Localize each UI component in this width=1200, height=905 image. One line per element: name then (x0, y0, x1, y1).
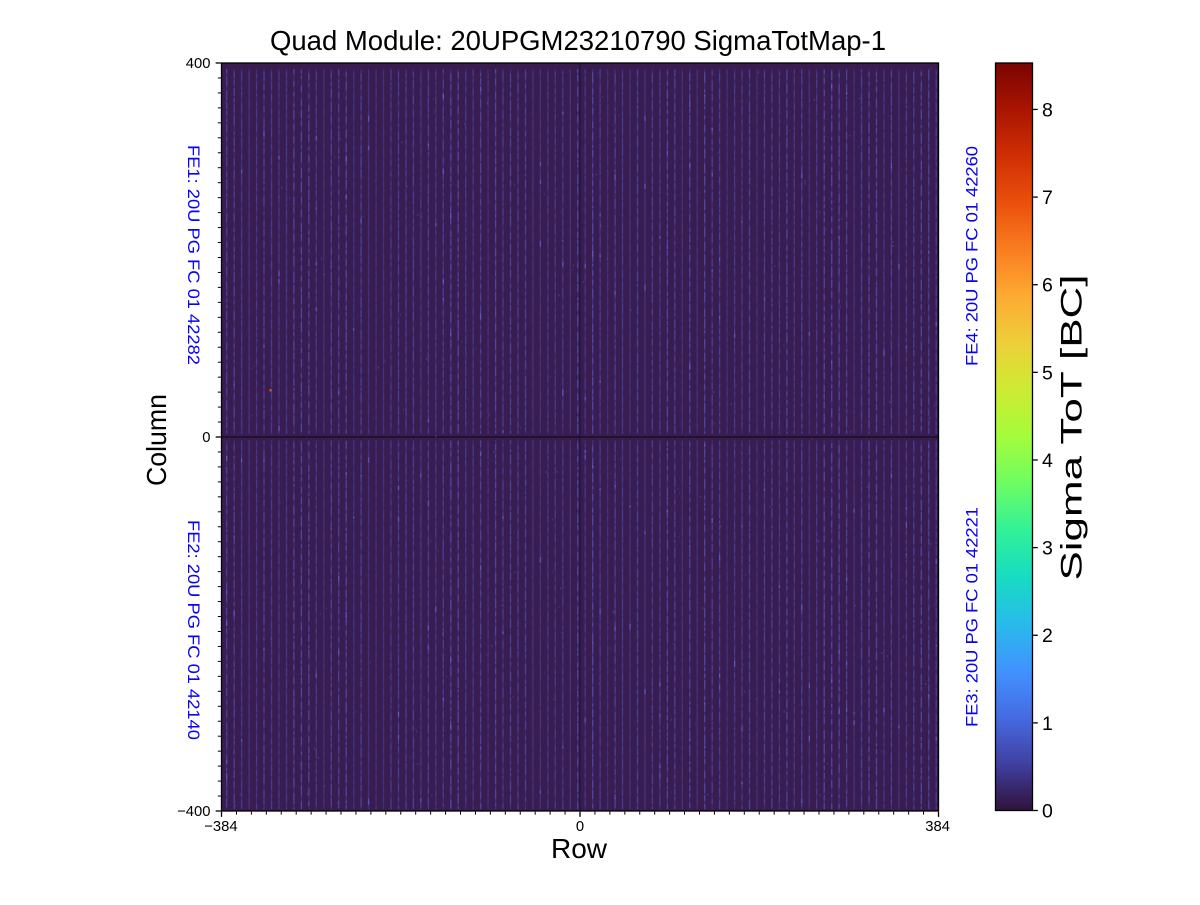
svg-text:FE1: 20U PG FC 01 42282: FE1: 20U PG FC 01 42282 (184, 145, 202, 365)
svg-text:FE2: 20U PG FC 01 42140: FE2: 20U PG FC 01 42140 (184, 520, 202, 740)
svg-text:0: 0 (202, 430, 210, 446)
svg-text:4: 4 (1042, 450, 1053, 472)
svg-text:Row: Row (551, 833, 607, 864)
svg-text:8: 8 (1042, 99, 1053, 121)
svg-text:0: 0 (1042, 801, 1053, 823)
svg-text:7: 7 (1042, 187, 1053, 209)
svg-text:3: 3 (1042, 538, 1053, 560)
svg-text:−384: −384 (204, 819, 237, 835)
svg-text:1: 1 (1042, 713, 1053, 735)
svg-text:FE3: 20U PG FC 01 42221: FE3: 20U PG FC 01 42221 (963, 507, 981, 727)
svg-text:2: 2 (1042, 625, 1053, 647)
svg-text:Sigma ToT [BC]: Sigma ToT [BC] (1056, 275, 1089, 581)
svg-text:6: 6 (1042, 275, 1053, 297)
svg-text:Column: Column (141, 394, 172, 486)
svg-text:384: 384 (925, 819, 950, 835)
svg-text:0: 0 (576, 819, 584, 835)
svg-text:Quad Module: 20UPGM23210790 Si: Quad Module: 20UPGM23210790 SigmaTotMap-… (270, 25, 886, 56)
svg-text:FE4: 20U PG FC 01 42260: FE4: 20U PG FC 01 42260 (963, 146, 981, 366)
svg-text:−400: −400 (177, 804, 210, 820)
svg-text:5: 5 (1042, 362, 1053, 384)
svg-text:400: 400 (186, 56, 211, 72)
